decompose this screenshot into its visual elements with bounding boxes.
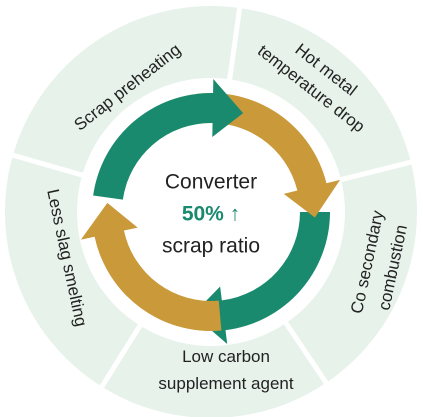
separator xyxy=(8,151,87,179)
cycle-arrow xyxy=(192,212,330,345)
cycle-arrow xyxy=(93,79,244,200)
segment-label: Low carbon supplement agent xyxy=(158,347,293,393)
separator xyxy=(226,3,243,84)
segment-text: Low carbon xyxy=(182,347,270,366)
center-line2: scrap ratio xyxy=(162,235,260,258)
cycle-arrow xyxy=(80,202,222,331)
separator xyxy=(336,158,416,183)
center-line1: Converter xyxy=(165,171,257,194)
separator xyxy=(281,318,331,388)
segment-text: supplement agent xyxy=(158,374,293,393)
center-highlight: 50% ↑ xyxy=(182,203,240,226)
separator xyxy=(97,320,145,392)
cycle-arrow xyxy=(196,93,341,218)
